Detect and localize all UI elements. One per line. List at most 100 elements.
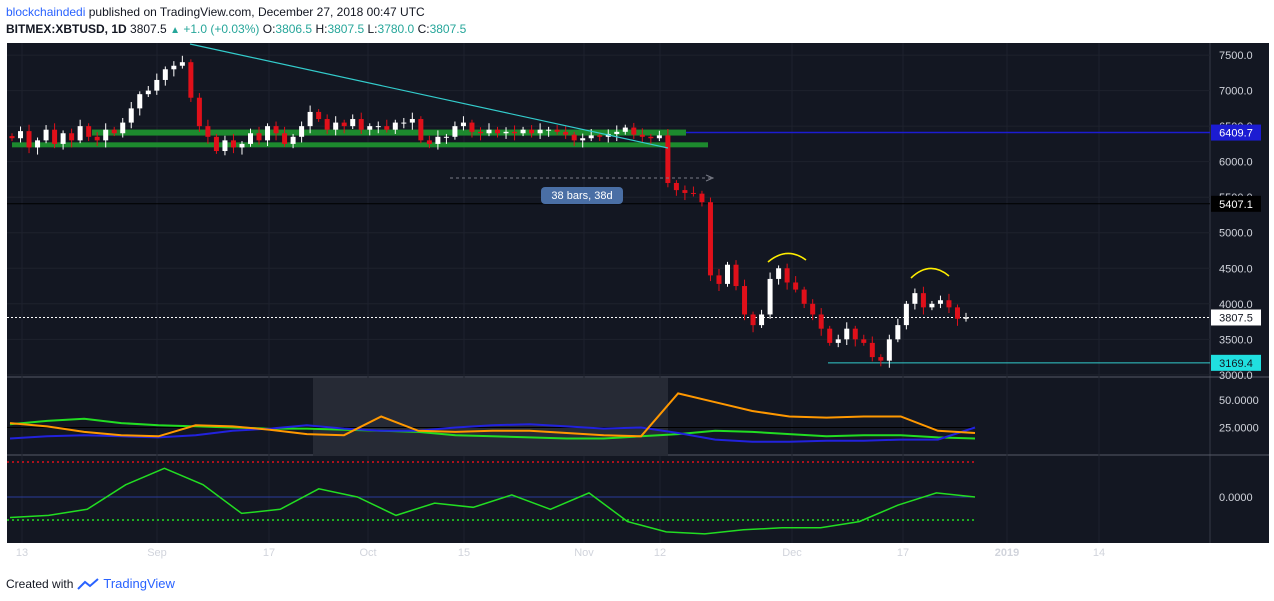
dmi-indicator: 50.0000 25.0000 — [7, 392, 1259, 443]
candle-body — [656, 135, 662, 139]
candle-body — [963, 317, 969, 319]
candle-body — [563, 131, 569, 135]
bars-measure-label: 38 bars, 38d — [541, 187, 623, 204]
candle-body — [18, 131, 24, 139]
candle-body — [929, 303, 935, 308]
arrowhead — [705, 174, 715, 182]
time-tick-label: 12 — [654, 547, 666, 559]
candle-body — [588, 135, 594, 139]
support-zone-upper — [92, 129, 686, 136]
candle-body — [682, 190, 688, 193]
candle-body — [145, 90, 151, 95]
candle-body — [94, 136, 100, 141]
candle-body — [341, 122, 347, 127]
candle-body — [230, 140, 236, 148]
candle-body — [435, 136, 441, 144]
candle-body — [171, 65, 177, 70]
price-label-badge — [1211, 309, 1261, 326]
candle-body — [495, 129, 501, 134]
chart-background — [7, 43, 1269, 543]
created-with-text: Created with — [6, 576, 74, 591]
candle-body — [742, 286, 748, 315]
highlight-range — [313, 378, 668, 456]
price-tick-label: 3000.0 — [1219, 370, 1253, 382]
price-tick-label: 7000.0 — [1219, 86, 1253, 98]
close-value: 3807.5 — [429, 22, 467, 36]
candle-body — [622, 127, 628, 132]
candle-body — [256, 133, 262, 141]
candle-body — [707, 202, 713, 276]
candle-body — [316, 111, 322, 120]
candle-body — [443, 136, 449, 138]
candle-body — [725, 264, 730, 284]
candle-body — [77, 126, 83, 141]
publish-info: blockchaindedi published on TradingView.… — [6, 5, 425, 19]
support-zone-lower — [12, 142, 708, 148]
candle-body — [418, 119, 424, 141]
candle-body — [358, 119, 364, 130]
candle-body — [835, 339, 841, 343]
price-change: +1.0 (+0.03%) — [183, 22, 260, 36]
time-tick-label: Nov — [574, 547, 594, 559]
candle-body — [690, 192, 696, 194]
candle-body — [546, 129, 552, 131]
candle-body — [810, 303, 816, 315]
candle-body — [886, 339, 892, 361]
candle-body — [793, 282, 799, 290]
candle-body — [26, 131, 32, 148]
candle-body — [120, 122, 126, 134]
dmi-tick-label: 25.0000 — [1219, 423, 1259, 435]
time-tick-label: 2019 — [995, 547, 1019, 559]
candle-body — [673, 182, 679, 191]
candle-body — [469, 122, 475, 132]
candle-body — [188, 62, 194, 98]
candle-body — [759, 314, 765, 326]
candle-body — [844, 328, 850, 340]
candle-body — [503, 131, 509, 134]
trading-chart[interactable]: 7500.07000.06500.06000.05500.05000.04500… — [0, 38, 1274, 568]
ohlc-bar: BITMEX:XBTUSD, 1D 3807.5 ▲ +1.0 (+0.03%)… — [6, 22, 466, 36]
candle-body — [290, 136, 296, 144]
candle-body — [9, 136, 15, 139]
price-tick-label: 6000.0 — [1219, 157, 1253, 169]
candle-body — [154, 79, 160, 91]
close-label: C: — [417, 22, 430, 36]
candle-body — [282, 133, 288, 144]
author-name[interactable]: blockchaindedi — [6, 5, 86, 19]
candle-body — [648, 136, 654, 139]
time-tick-label: Sep — [147, 547, 167, 559]
candle-body — [239, 143, 245, 148]
candle-body — [861, 339, 867, 343]
candle-body — [937, 300, 943, 304]
candle-body — [486, 129, 492, 134]
candle-body — [512, 131, 518, 134]
candle-body — [452, 126, 458, 137]
dmi-tick-label: 50.0000 — [1219, 395, 1259, 407]
up-arrow-icon: ▲ — [170, 25, 180, 36]
brand-name[interactable]: TradingView — [103, 576, 175, 591]
candle-body — [137, 94, 143, 109]
candle-body — [60, 133, 66, 144]
price-label-badge — [1211, 195, 1261, 212]
candle-body — [818, 314, 824, 329]
candle-body — [554, 129, 560, 132]
candle-body — [801, 289, 807, 304]
candle-body — [409, 119, 415, 123]
candle-body — [537, 129, 543, 134]
candle-body — [86, 126, 92, 137]
osc-tick-label: 0.0000 — [1219, 492, 1253, 504]
candle-body — [639, 134, 645, 137]
candle-body — [222, 140, 228, 152]
time-tick-label: 17 — [897, 547, 909, 559]
candle-body — [665, 135, 671, 183]
low-label: L: — [367, 22, 378, 36]
candle-body — [477, 131, 483, 134]
candle-body — [333, 122, 339, 130]
candle-body — [767, 278, 773, 315]
tradingview-logo-icon — [77, 577, 100, 590]
price-label-badge — [1211, 354, 1261, 371]
candle-body — [614, 131, 620, 134]
candle-body — [426, 140, 432, 144]
measure-text: 38 bars, 38d — [551, 190, 612, 202]
price-tick-label: 7500.0 — [1219, 50, 1253, 62]
